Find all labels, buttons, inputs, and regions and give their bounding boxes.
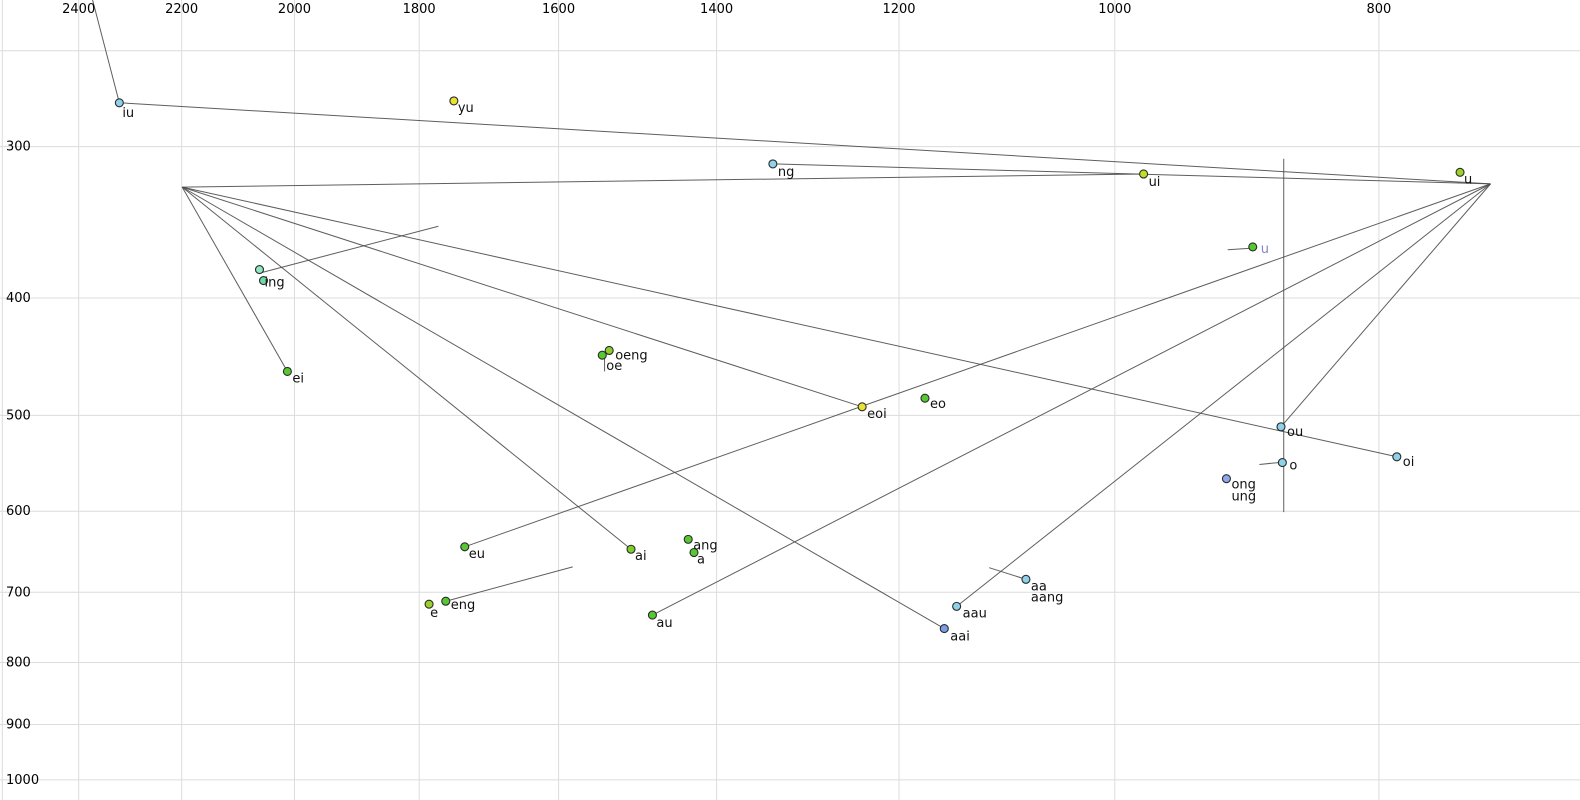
segment-u-dash (1227, 247, 1249, 251)
point-label-ng: ng (778, 165, 795, 180)
point-ei (282, 366, 292, 377)
x-tick-label-2200: 2200 (165, 2, 198, 17)
point-label-yu: yu (458, 101, 474, 116)
point-u (1248, 242, 1258, 252)
point-oeng (604, 345, 614, 356)
point-label-u: u (1261, 242, 1269, 257)
point-aau (952, 601, 962, 611)
segment-iu-to-u (119, 102, 1491, 185)
point-label-ung: ung (1231, 490, 1256, 505)
point-ong (1221, 474, 1231, 484)
segment-aa-stroke (989, 567, 1027, 580)
point-label-ei: ei (292, 371, 304, 386)
segment-ng-to-u (772, 163, 1491, 185)
point-label-eo: eo (930, 397, 946, 412)
point-iu (114, 98, 124, 108)
point-label-oi: oi (1403, 455, 1415, 470)
x-tick-label-1200: 1200 (882, 2, 915, 17)
segment-oi-to-i (182, 186, 1397, 458)
x-tick-label-1800: 1800 (403, 2, 436, 17)
point-yu (449, 96, 459, 106)
y-tick-label-300: 300 (6, 140, 31, 155)
segment-au-to-u (652, 183, 1491, 616)
point-oi (1392, 452, 1402, 462)
y-tick-label-500: 500 (6, 408, 31, 423)
point-label-aau: aau (963, 606, 987, 621)
point-label-aa: aa (1031, 579, 1047, 594)
point-label-o: o (1289, 459, 1297, 474)
point-u (1455, 167, 1465, 177)
segment-ui-to-i (182, 173, 1144, 188)
point-a (689, 547, 699, 558)
segment-aau-to-u (956, 183, 1491, 607)
point-label-ui: ui (1149, 175, 1161, 190)
point-label-ai: ai (635, 549, 647, 564)
point-label-ou: ou (1287, 425, 1303, 440)
x-tick-label-1000: 1000 (1098, 2, 1131, 17)
point-ui (1139, 169, 1149, 179)
point-label-aai: aai (950, 630, 970, 645)
point-eng (441, 596, 451, 606)
x-tick-label-2400: 2400 (62, 2, 95, 17)
point-label-ang: ang (693, 538, 717, 553)
point-ou (1276, 422, 1286, 432)
segment-aai-to-i (181, 186, 945, 630)
y-tick-label-900: 900 (6, 717, 31, 732)
point-label-e: e (430, 606, 438, 621)
y-tick-label-1000: 1000 (6, 773, 39, 788)
point-label-iu: iu (122, 106, 134, 121)
point-eo (920, 393, 930, 403)
point-label-u: u (1464, 172, 1472, 187)
point-e (424, 599, 434, 609)
y-tick-label-800: 800 (6, 656, 31, 671)
point-ing (254, 265, 265, 275)
point-label-eoi: eoi (867, 407, 887, 422)
point-label-oe: oe (606, 359, 622, 374)
point-o (1277, 458, 1287, 468)
y-tick-label-600: 600 (6, 504, 31, 519)
point-au (647, 610, 657, 620)
point-oe (597, 350, 607, 360)
segment-eng-stroke (445, 566, 573, 602)
segment-ai-to-i (181, 186, 632, 550)
segment-eoi-to-i (182, 186, 863, 408)
segment-edge-to-iu (92, 0, 120, 103)
x-tick-label-2000: 2000 (278, 2, 311, 17)
point-ng (768, 159, 778, 169)
point-label-ong: ong (1231, 478, 1255, 493)
x-tick-label-1600: 1600 (542, 2, 575, 17)
point-eu (460, 542, 470, 552)
point-label-ing: ing (264, 276, 284, 291)
point-eoi (857, 402, 867, 412)
x-tick-label-1400: 1400 (700, 2, 733, 17)
segment-ing-stroke (262, 225, 439, 273)
point-label-oeng: oeng (615, 348, 647, 363)
segment-ei-to-i (181, 186, 288, 372)
x-tick-label-800: 800 (1367, 2, 1392, 17)
y-tick-label-700: 700 (6, 585, 31, 600)
point-aai (939, 624, 949, 634)
point-label-eng: eng (451, 598, 476, 613)
point-label-au: au (656, 616, 672, 631)
point-aa (1021, 574, 1031, 584)
segment-ou-to-u (1280, 183, 1491, 428)
point-label-eu: eu (469, 547, 485, 562)
segment-eu-to-u (464, 183, 1491, 548)
point-label-a: a (697, 552, 705, 567)
point-ang (683, 534, 693, 544)
point-ai (626, 544, 636, 554)
point-label-aang: aang (1031, 590, 1063, 605)
segment-o-dash (1259, 462, 1279, 465)
y-tick-label-400: 400 (6, 291, 31, 306)
point-unlabeled (258, 276, 269, 286)
